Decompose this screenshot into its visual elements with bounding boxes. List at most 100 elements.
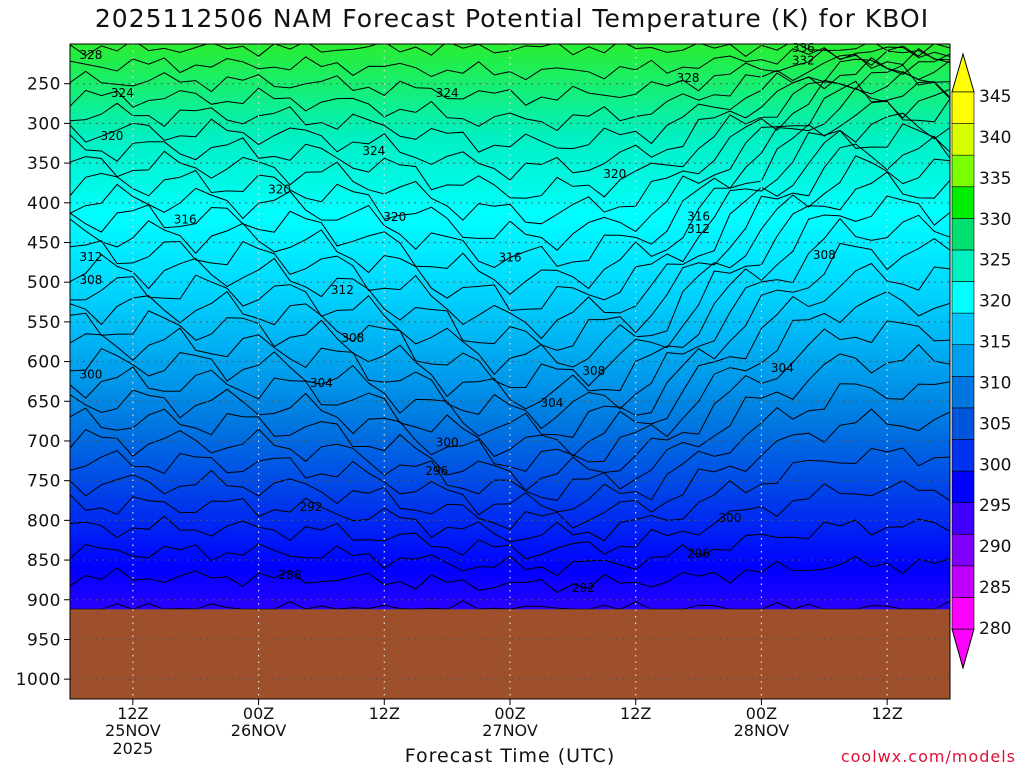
colorbar-segment	[951, 123, 975, 156]
y-tick-label: 500	[27, 273, 61, 293]
x-tick-year: 2025	[112, 739, 153, 758]
contour-line	[70, 46, 950, 81]
credit-link[interactable]: coolwx.com/models	[840, 747, 1016, 766]
colorbar-label: 330	[979, 210, 1011, 230]
contour-line	[70, 195, 950, 410]
contour-label: 316	[687, 209, 710, 223]
contour-line	[70, 71, 950, 225]
contour-label: 300	[436, 436, 459, 450]
contour-label: 324	[436, 86, 459, 100]
y-tick-label: 900	[27, 591, 61, 611]
colorbar-segment	[951, 154, 975, 188]
contour-line	[70, 98, 950, 295]
contour-label: 332	[792, 54, 815, 68]
colorbar-label: 320	[979, 292, 1011, 312]
y-tick-label: 400	[27, 194, 61, 214]
contour-line	[70, 381, 950, 516]
y-tick-label: 650	[27, 392, 61, 412]
contour-line	[70, 48, 950, 132]
colorbar-label: 285	[979, 578, 1011, 598]
x-tick-label: 12Z	[620, 704, 651, 723]
colorbar-segment	[951, 218, 975, 251]
colorbar-segment	[951, 344, 975, 377]
contour-labels: 3283243203163123083003203243243203123083…	[79, 41, 835, 595]
terrain-block	[70, 609, 950, 699]
contour-line	[70, 64, 950, 199]
contour-line	[70, 262, 950, 458]
colorbar-segment	[951, 470, 975, 503]
contour-label: 316	[499, 251, 522, 265]
contour-label: 308	[582, 364, 605, 378]
contour-label: 304	[771, 361, 794, 375]
axes: 250 300 350 400 450 500 550 600 650 700 750 800 850 9…	[16, 43, 951, 758]
contour-label: 296	[687, 547, 710, 561]
colorbar-segment	[951, 565, 975, 598]
contour-label: 320	[268, 182, 291, 196]
terrain	[70, 609, 950, 699]
contour-label: 316	[174, 212, 197, 226]
contour-line	[70, 123, 950, 340]
x-tick-label: 12Z	[117, 704, 148, 723]
x-tick-label: 12Z	[369, 704, 400, 723]
y-tick-label: 600	[27, 353, 61, 373]
y-tick-label: 950	[27, 630, 61, 650]
x-tick-date: 25NOV	[105, 721, 161, 740]
contour-label: 312	[331, 283, 354, 297]
y-tick-label: 550	[27, 313, 61, 333]
x-tick-date: 27NOV	[482, 721, 538, 740]
colorbar-label: 310	[979, 373, 1011, 393]
y-tick-label: 350	[27, 154, 61, 174]
colorbar-label: 340	[979, 128, 1011, 148]
contour-label: 296	[425, 464, 448, 478]
colorbar: 280 285 290 295 300 305 310 315 320 325 330 335 340 3…	[951, 52, 1011, 670]
contour-label: 324	[111, 86, 134, 100]
contour-label: 304	[540, 396, 563, 410]
contour-label: 320	[603, 167, 626, 181]
colorbar-segment	[951, 502, 975, 535]
y-tick-label: 450	[27, 233, 61, 253]
colorbar-segment	[951, 375, 975, 409]
colorbar-segment	[951, 407, 975, 440]
contour-line	[70, 87, 950, 269]
y-tick-label: 250	[27, 75, 61, 95]
colorbar-segment	[951, 597, 975, 630]
contour-label: 312	[79, 250, 102, 264]
contour-label: 328	[79, 48, 102, 62]
y-tick-label: 750	[27, 472, 61, 492]
contour-line	[70, 155, 950, 376]
y-tick-label: 800	[27, 511, 61, 531]
contour-line	[70, 555, 950, 594]
contour-line	[70, 447, 950, 543]
y-tick-label: 300	[27, 114, 61, 134]
colorbar-segment	[951, 312, 975, 346]
contour-label: 292	[572, 581, 595, 595]
contour-label: 288	[279, 568, 302, 582]
colorbar-label: 300	[979, 455, 1011, 475]
contour-line	[70, 518, 950, 577]
colorbar-segment	[951, 249, 975, 282]
contour-label: 312	[687, 222, 710, 236]
colorbar-label: 280	[979, 619, 1011, 639]
colorbar-label: 315	[979, 333, 1011, 353]
contour-line	[70, 53, 950, 153]
colorbar-segment	[951, 186, 975, 219]
colorbar-segment	[951, 281, 975, 314]
temperature-gradient	[70, 44, 950, 699]
x-tick-label: 00Z	[494, 704, 525, 723]
contour-label: 324	[362, 144, 385, 158]
contour-label: 320	[100, 129, 123, 143]
colorbar-label: 325	[979, 251, 1011, 271]
colorbar-label: 345	[979, 87, 1011, 107]
contour-line	[70, 135, 950, 351]
contour-label: 308	[79, 273, 102, 287]
contour-label: 300	[719, 511, 742, 525]
colorbar-segment	[951, 533, 975, 567]
x-tick-date: 26NOV	[231, 721, 287, 740]
contour-label: 328	[677, 71, 700, 85]
contour-label: 300	[79, 367, 102, 381]
y-tick-label: 850	[27, 551, 61, 571]
colorbar-label: 295	[979, 496, 1011, 516]
y-tick-label: 1000	[16, 670, 61, 690]
colorbar-bottom-arrow	[951, 628, 975, 670]
